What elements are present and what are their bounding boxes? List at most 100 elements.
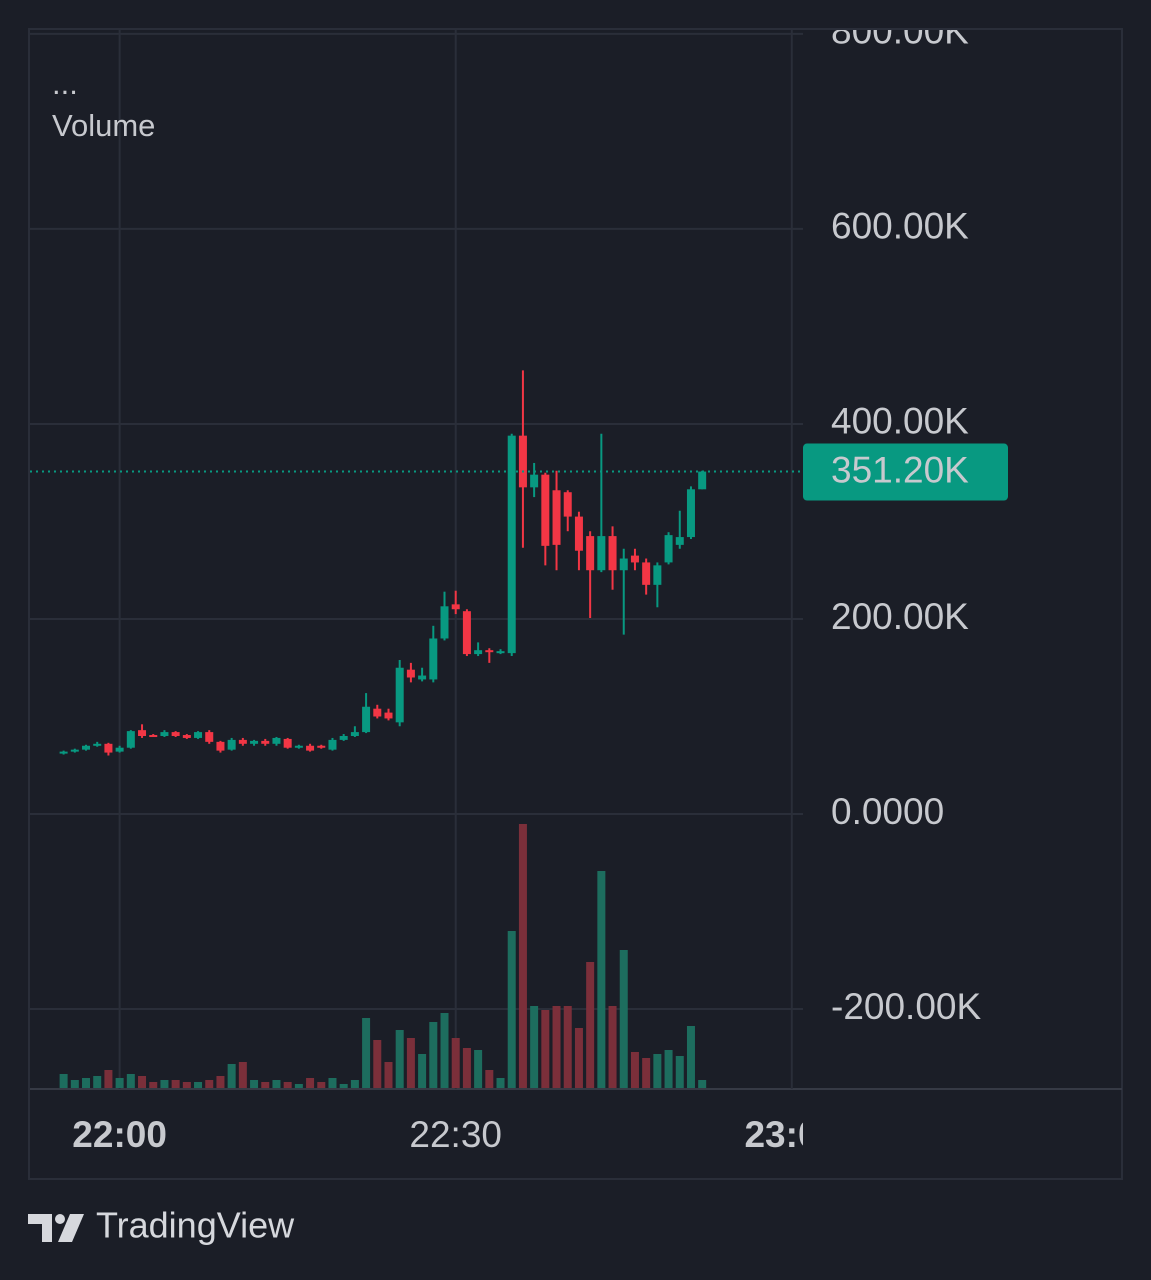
chart-frame [28, 28, 1123, 1180]
candle-body [93, 743, 102, 746]
candle-body [306, 745, 315, 751]
candle-body [115, 747, 124, 752]
candle-body [294, 745, 303, 748]
candle-body [373, 708, 382, 717]
candle-body [451, 604, 460, 610]
candle-body [182, 735, 191, 738]
volume-bar [698, 1080, 707, 1088]
candle-body [485, 650, 494, 653]
volume-bar [686, 1026, 695, 1088]
candle-body [642, 562, 651, 585]
candle-body [227, 739, 236, 750]
y-tick-label: 200.00K [831, 596, 969, 637]
volume-bar [59, 1074, 68, 1088]
volume-bar [418, 1054, 427, 1088]
volume-bar [474, 1050, 483, 1088]
volume-bar [619, 950, 628, 1088]
volume-bar [272, 1080, 281, 1088]
candle-body [496, 651, 505, 654]
candle-body [283, 738, 292, 748]
volume-bar [261, 1082, 270, 1088]
candle-body [171, 732, 180, 736]
volume-bar [563, 1006, 572, 1088]
candle-body [126, 731, 135, 748]
volume-bar [82, 1078, 91, 1088]
volume-bar [373, 1040, 382, 1088]
candle-body [608, 536, 617, 571]
candle-body [216, 741, 225, 751]
candle-body [462, 611, 471, 655]
volume-bar [518, 824, 527, 1088]
candle-body [530, 474, 539, 488]
volume-bar [586, 962, 595, 1088]
volume-bar [574, 1028, 583, 1088]
candle-body [574, 516, 583, 551]
candle-body [619, 558, 628, 571]
x-tick-label: 22:00 [72, 1114, 167, 1155]
volume-bar [149, 1082, 158, 1088]
volume-bar [653, 1054, 662, 1088]
volume-bar [485, 1070, 494, 1088]
brand-logo [28, 1214, 84, 1242]
candle-body [586, 536, 595, 571]
candle-body [552, 490, 561, 545]
candle-body [82, 745, 91, 750]
volume-bar [182, 1082, 191, 1088]
candle-body [418, 675, 427, 680]
candle-body [261, 740, 270, 744]
candle-body [518, 435, 527, 488]
volume-bar [93, 1076, 102, 1088]
candle-body [350, 732, 359, 736]
y-tick-label: 800.00K [831, 11, 969, 52]
candle-body [59, 751, 68, 754]
volume-bar [238, 1062, 247, 1088]
volume-bar [384, 1062, 393, 1088]
candle-body [238, 739, 247, 744]
candle-body [653, 565, 662, 585]
y-tick-label: 600.00K [831, 206, 969, 247]
candle-body [205, 732, 214, 742]
volume-bar [608, 1006, 617, 1088]
y-tick-label: 0.0000 [831, 791, 944, 832]
candle-body [429, 638, 438, 680]
volume-bar [227, 1064, 236, 1088]
volume-bar [597, 871, 606, 1088]
candle-body [104, 743, 113, 753]
candle-body [541, 474, 550, 546]
volume-bar [429, 1022, 438, 1088]
volume-bar [104, 1070, 113, 1088]
candle-body [675, 537, 684, 545]
x-tick-label: 23:00 [744, 1114, 839, 1155]
candle-body [149, 735, 158, 738]
x-tick-label: 22:30 [409, 1114, 502, 1155]
volume-bar [283, 1082, 292, 1088]
candle-body [597, 536, 606, 571]
volume-bar [194, 1082, 203, 1088]
volume-bar [552, 1006, 561, 1088]
volume-bar [642, 1058, 651, 1088]
last-price-badge [803, 443, 1008, 501]
volume-bar [115, 1078, 124, 1088]
candle-body [70, 749, 79, 752]
candle-body [272, 737, 281, 744]
legend-label: Volume [52, 108, 155, 143]
volume-bar [664, 1050, 673, 1088]
volume-bar [541, 1010, 550, 1088]
time-axis: 22:00 22:30 23:00 [72, 1114, 839, 1155]
volume-bar [126, 1074, 135, 1088]
volume-bar [160, 1080, 169, 1088]
volume-bar [530, 1006, 539, 1088]
volume-bar [350, 1080, 359, 1088]
volume-bar [294, 1084, 303, 1088]
candle-body [563, 492, 572, 517]
volume-bar [171, 1080, 180, 1088]
volume-bar [216, 1076, 225, 1088]
volume-bar [395, 1030, 404, 1088]
volume-bar [362, 1018, 371, 1088]
candle-body [395, 667, 404, 723]
candle-body [339, 736, 348, 740]
legend-menu[interactable]: ... [52, 66, 78, 101]
brand-name: TradingView [96, 1205, 295, 1246]
